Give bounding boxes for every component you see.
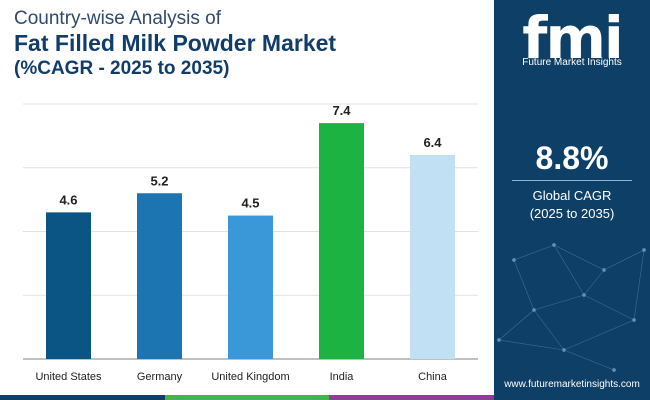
title-line-2: Fat Filled Milk Powder Market	[14, 30, 337, 56]
value-label: 4.5	[241, 196, 259, 211]
global-cagr-value: 8.8%	[535, 140, 609, 176]
x-tick-label: United States	[35, 371, 102, 383]
value-label: 4.6	[59, 192, 77, 207]
x-tick-label: India	[330, 371, 355, 383]
x-tick-label: United Kingdom	[211, 371, 289, 383]
bottom-bar-segment	[329, 395, 495, 400]
bar-china	[410, 155, 455, 359]
bar-united-kingdom	[228, 215, 273, 359]
x-tick-label: China	[418, 371, 448, 383]
bottom-bar-segment	[164, 395, 330, 400]
value-labels: 4.6 5.2 4.5 7.4 6.4	[59, 103, 442, 210]
global-cagr-label-line-1: Global CAGR	[532, 188, 612, 203]
value-label: 7.4	[332, 103, 351, 118]
bar-chart: 4.65.24.57.46.4 United States Germany Unit…	[23, 103, 478, 383]
divider	[512, 180, 632, 181]
title-line-1: Country-wise Analysis of	[14, 8, 221, 29]
x-tick-label: Germany	[137, 371, 183, 383]
chart-title: Country-wise Analysis of Fat Filled Milk…	[14, 8, 336, 80]
global-cagr-label: Global CAGR (2025 to 2035)	[494, 187, 650, 223]
network-decoration	[496, 242, 647, 373]
bars	[46, 123, 455, 359]
x-axis-ticks: United States Germany United Kingdom India C…	[35, 371, 447, 383]
side-panel: fmi Future Market Insights 8.8% Global C…	[494, 0, 650, 400]
bar-germany	[137, 193, 182, 359]
value-label: 6.4	[423, 135, 442, 150]
bottom-color-bar	[0, 395, 495, 400]
fmi-logo: fmi	[522, 4, 624, 72]
bar-united-states	[46, 212, 91, 359]
bar-india	[319, 123, 364, 359]
value-label: 5.2	[150, 173, 168, 188]
brand-name: Future Market Insights	[522, 57, 622, 68]
title-line-3: (%CAGR - 2025 to 2035)	[14, 58, 230, 79]
website-link[interactable]: www.futuremarketinsights.com	[504, 379, 640, 390]
bottom-bar-segment	[0, 395, 165, 400]
global-cagr-label-line-2: (2025 to 2035)	[529, 206, 615, 221]
